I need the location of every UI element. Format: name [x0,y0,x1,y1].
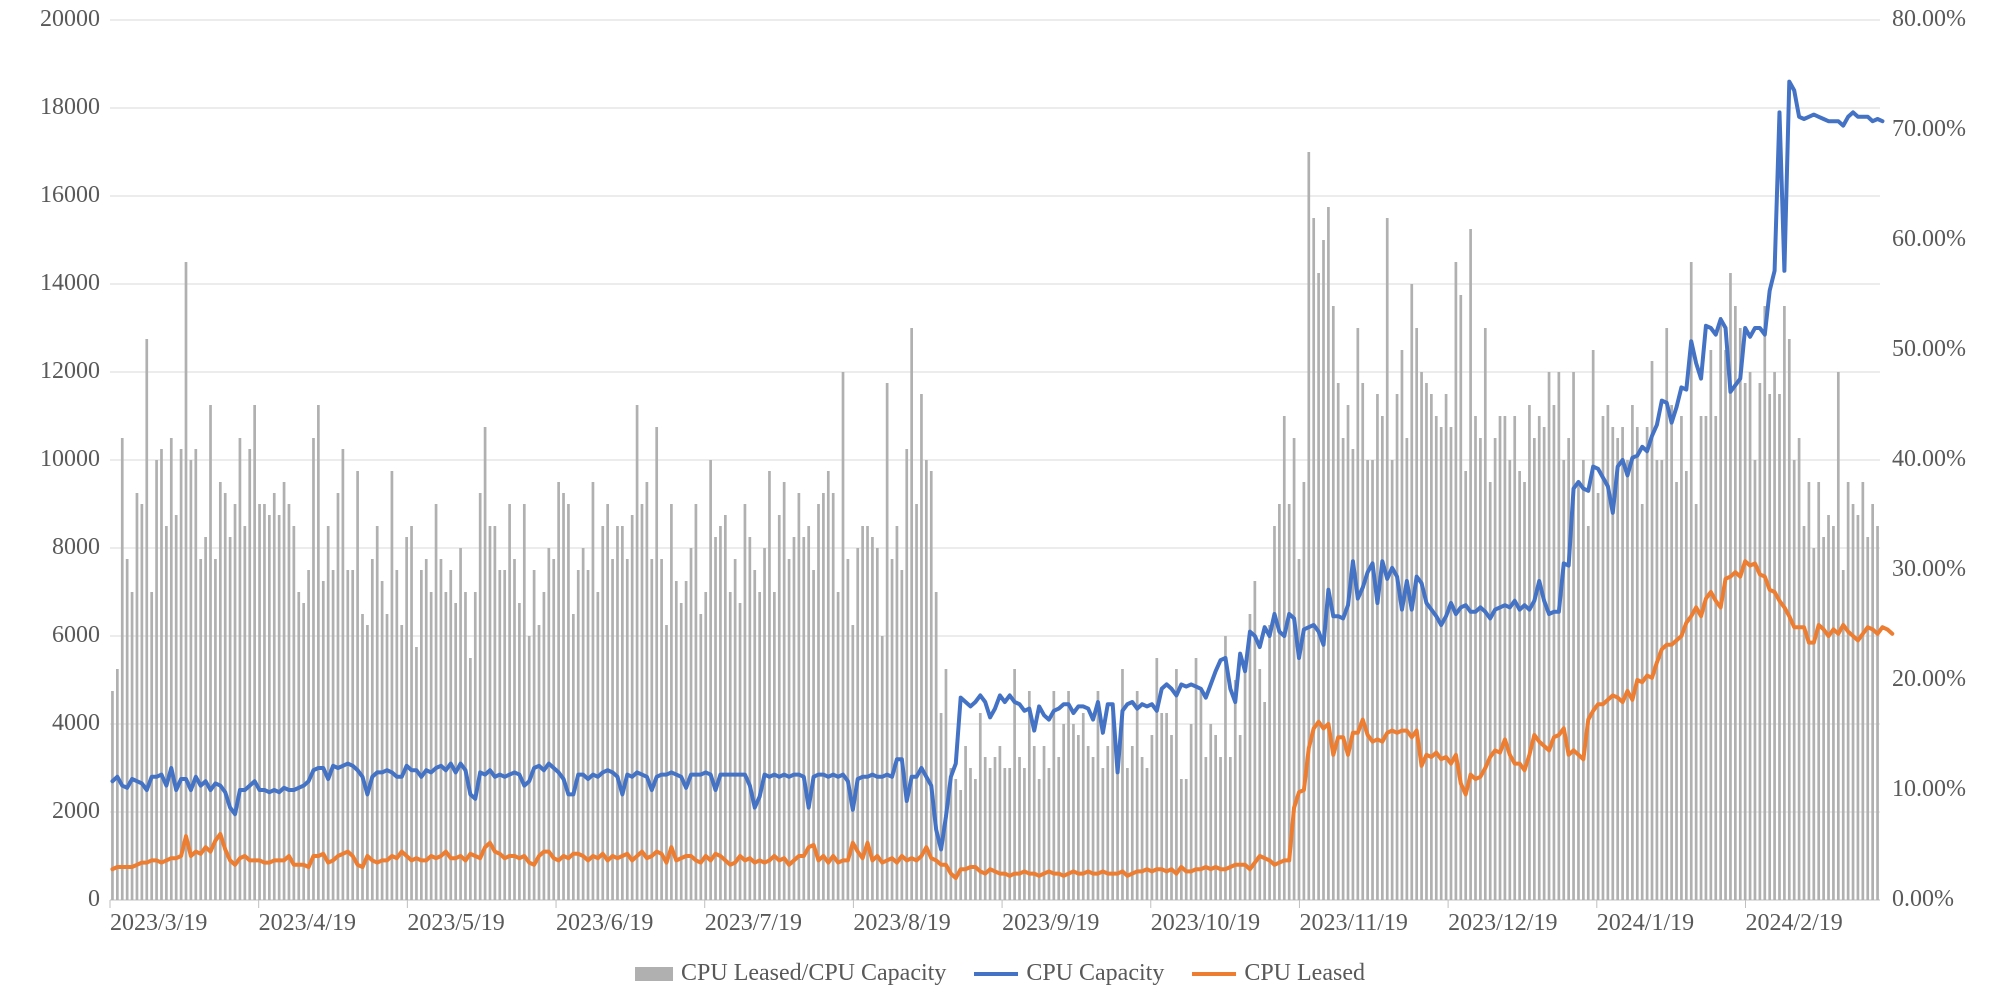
right-axis-tick-label: 70.00% [1892,116,1966,143]
x-axis-tick-label: 2023/4/19 [259,910,356,937]
left-axis-tick-label: 14000 [40,270,100,297]
right-axis-tick-label: 60.00% [1892,226,1966,253]
left-axis-tick-label: 20000 [40,6,100,33]
legend-label: CPU Leased/CPU Capacity [681,960,946,987]
left-axis-tick-label: 2000 [52,798,100,825]
x-axis-tick-label: 2023/5/19 [407,910,504,937]
left-axis-tick-label: 8000 [52,534,100,561]
cpu-utilization-chart: 0 2000 4000 6000 8000 10000 12000 14000 16000 180… [0,0,2000,999]
x-axis-tick-label: 2023/9/19 [1002,910,1099,937]
right-axis-tick-label: 30.00% [1892,556,1966,583]
legend-label: CPU Leased [1244,960,1365,987]
right-axis-tick-label: 0.00% [1892,886,1954,913]
x-axis-tick-label: 2023/7/19 [705,910,802,937]
left-axis-tick-label: 10000 [40,446,100,473]
x-axis-tick-label: 2024/1/19 [1597,910,1694,937]
chart-legend: CPU Leased/CPU Capacity CPU Capacity CPU L… [635,960,1365,987]
x-axis-tick-label: 2023/3/19 [110,910,207,937]
left-axis-tick-label: 12000 [40,358,100,385]
x-axis-tick-label: 2023/8/19 [853,910,950,937]
x-axis-tick-label: 2024/2/19 [1745,910,1842,937]
legend-swatch-box [635,967,673,981]
x-axis-tick-label: 2023/10/19 [1151,910,1260,937]
legend-item-leased: CPU Leased [1192,960,1365,987]
legend-swatch-line [974,972,1018,976]
left-axis-tick-label: 4000 [52,710,100,737]
right-axis-tick-label: 80.00% [1892,6,1966,33]
legend-item-capacity: CPU Capacity [974,960,1164,987]
legend-swatch-line [1192,972,1236,976]
right-axis-tick-label: 10.00% [1892,776,1966,803]
left-axis-tick-label: 0 [88,886,100,913]
x-axis-tick-label: 2023/6/19 [556,910,653,937]
legend-label: CPU Capacity [1026,960,1164,987]
right-axis-tick-label: 20.00% [1892,666,1966,693]
legend-item-bars: CPU Leased/CPU Capacity [635,960,946,987]
right-axis-tick-label: 50.00% [1892,336,1966,363]
chart-canvas [0,0,2000,999]
right-axis-tick-label: 40.00% [1892,446,1966,473]
x-axis-tick-label: 2023/11/19 [1299,910,1407,937]
left-axis-tick-label: 16000 [40,182,100,209]
x-axis-tick-label: 2023/12/19 [1448,910,1557,937]
left-axis-tick-label: 18000 [40,94,100,121]
left-axis-tick-label: 6000 [52,622,100,649]
